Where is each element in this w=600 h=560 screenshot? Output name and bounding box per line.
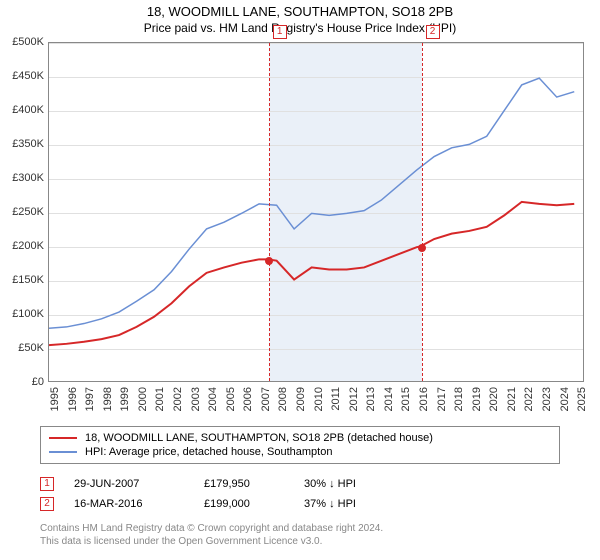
chart-container: 18, WOODMILL LANE, SOUTHAMPTON, SO18 2PB… — [0, 0, 600, 560]
event-marker-icon: 2 — [426, 25, 440, 39]
y-tick-label: £400K — [0, 104, 44, 116]
credit-text: Contains HM Land Registry data © Crown c… — [40, 522, 560, 548]
legend-label: HPI: Average price, detached house, Sout… — [85, 446, 332, 458]
chart-lines-svg — [49, 43, 583, 381]
legend: 18, WOODMILL LANE, SOUTHAMPTON, SO18 2PB… — [40, 426, 560, 464]
sales-table: 1 29-JUN-2007 £179,950 30% ↓ HPI 2 16-MA… — [40, 474, 560, 514]
y-tick-label: £100K — [0, 308, 44, 320]
sale-price: £179,950 — [204, 478, 284, 490]
credit-line: Contains HM Land Registry data © Crown c… — [40, 522, 560, 535]
y-tick-label: £350K — [0, 138, 44, 150]
chart-footer: 18, WOODMILL LANE, SOUTHAMPTON, SO18 2PB… — [40, 426, 560, 548]
legend-swatch — [49, 437, 77, 439]
event-marker-icon: 1 — [40, 477, 54, 491]
legend-label: 18, WOODMILL LANE, SOUTHAMPTON, SO18 2PB… — [85, 432, 433, 444]
legend-swatch — [49, 451, 77, 453]
y-tick-label: £300K — [0, 172, 44, 184]
event-point — [265, 257, 273, 265]
y-tick-label: £150K — [0, 274, 44, 286]
y-tick-label: £0 — [0, 376, 44, 388]
y-tick-label: £450K — [0, 70, 44, 82]
sale-delta: 30% ↓ HPI — [304, 478, 356, 490]
sale-row: 2 16-MAR-2016 £199,000 37% ↓ HPI — [40, 494, 560, 514]
sale-price: £199,000 — [204, 498, 284, 510]
chart-title: 18, WOODMILL LANE, SOUTHAMPTON, SO18 2PB — [0, 0, 600, 19]
legend-item: 18, WOODMILL LANE, SOUTHAMPTON, SO18 2PB… — [49, 431, 551, 445]
chart-plot-area: 1995199619971998199920002001200220032004… — [48, 42, 584, 382]
y-tick-label: £500K — [0, 36, 44, 48]
credit-line: This data is licensed under the Open Gov… — [40, 535, 560, 548]
legend-item: HPI: Average price, detached house, Sout… — [49, 445, 551, 459]
sale-row: 1 29-JUN-2007 £179,950 30% ↓ HPI — [40, 474, 560, 494]
chart-subtitle: Price paid vs. HM Land Registry's House … — [0, 19, 600, 35]
y-tick-label: £250K — [0, 206, 44, 218]
y-tick-label: £200K — [0, 240, 44, 252]
event-point — [418, 244, 426, 252]
sale-delta: 37% ↓ HPI — [304, 498, 356, 510]
event-marker-icon: 1 — [273, 25, 287, 39]
event-marker-icon: 2 — [40, 497, 54, 511]
sale-date: 29-JUN-2007 — [74, 478, 184, 490]
sale-date: 16-MAR-2016 — [74, 498, 184, 510]
y-tick-label: £50K — [0, 342, 44, 354]
